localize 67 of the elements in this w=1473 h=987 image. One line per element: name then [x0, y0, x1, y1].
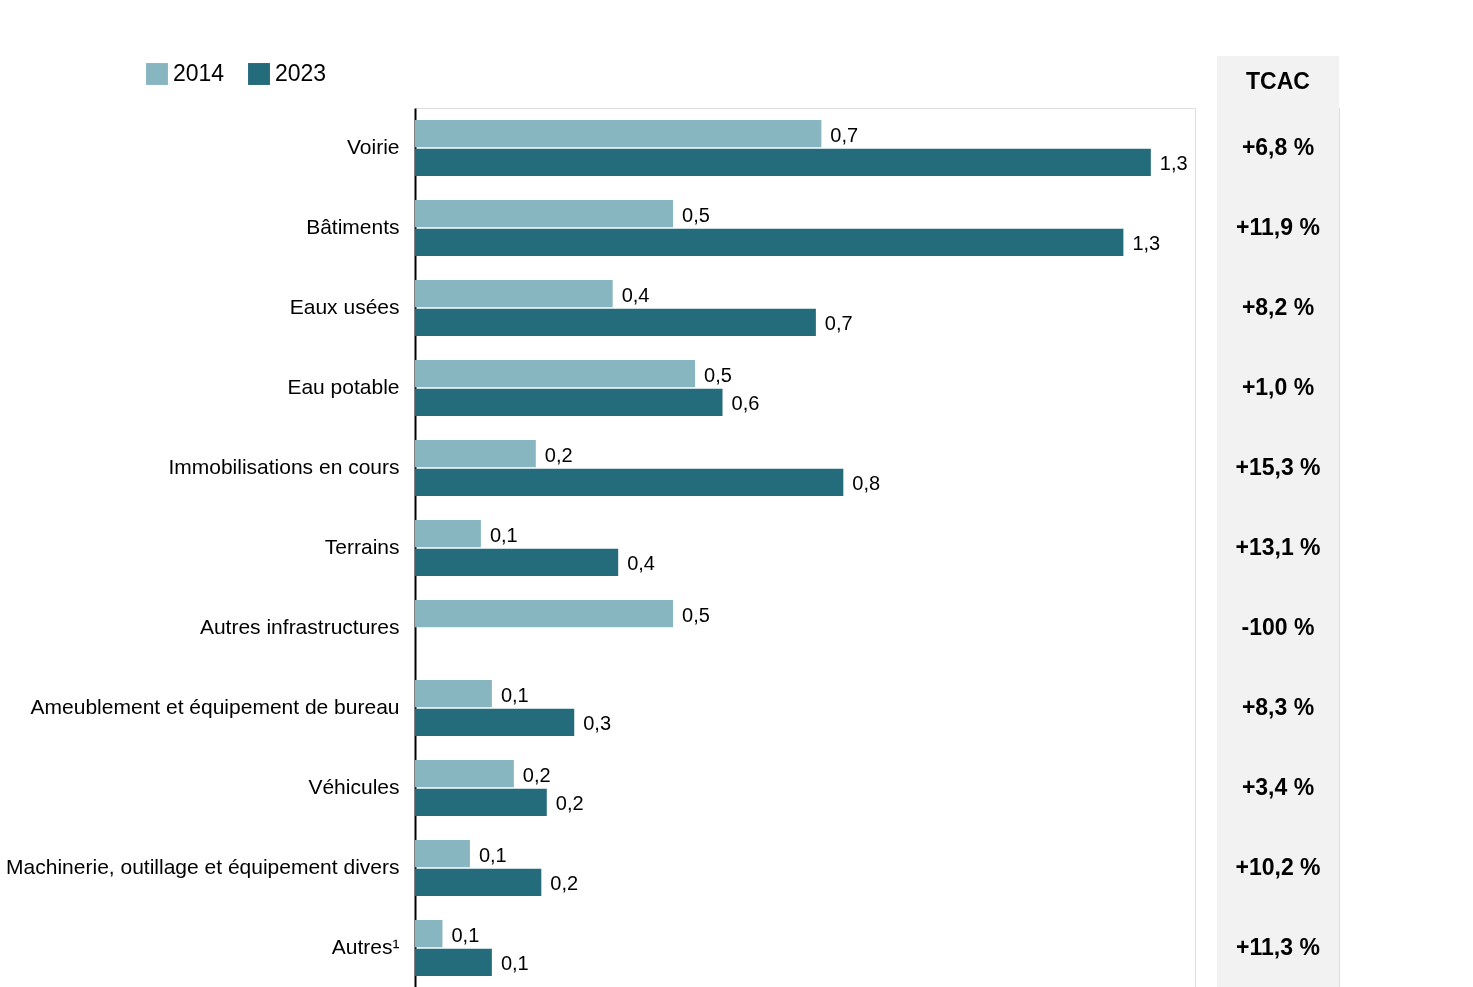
data-label: 0,2 [550, 872, 579, 895]
text: +10,2 % [1235, 854, 1321, 880]
bar [415, 520, 481, 548]
data-label: 0,1 [500, 683, 529, 706]
data-label: 0,3 [583, 712, 612, 735]
bar [415, 228, 1124, 256]
data-label: 0,5 [682, 603, 710, 626]
data-label: 0,6 [731, 392, 760, 415]
legend-label: 2014 [173, 60, 225, 86]
data-label: 0,2 [522, 763, 551, 786]
text: +1,0 % [1241, 374, 1315, 400]
data-label: 0,8 [852, 472, 881, 495]
text: +8,2 % [1241, 294, 1315, 320]
data-label: 0,4 [627, 552, 655, 575]
y-tick-label: Ameublement et équipement de bureau [30, 695, 400, 718]
bar [415, 868, 542, 896]
bar [415, 120, 822, 148]
y-tick-label: Eaux usées [289, 295, 400, 318]
text: TCAC [1246, 68, 1310, 94]
text: -100 % [1241, 614, 1315, 640]
y-tick-label: Eau potable [287, 375, 400, 398]
bar [415, 360, 696, 388]
data-label: 0,1 [489, 523, 518, 546]
text: +15,3 % [1235, 454, 1321, 480]
y-tick-label: Autres¹ [331, 935, 400, 958]
data-label: 0,1 [500, 952, 529, 975]
bar [415, 948, 492, 976]
bar [415, 840, 470, 868]
bar [415, 680, 492, 708]
text: +6,8 % [1241, 134, 1315, 160]
data-label: 1,3 [1159, 152, 1188, 175]
text: +8,3 % [1241, 694, 1315, 720]
data-label: 0,7 [824, 312, 853, 335]
bar [415, 308, 816, 336]
text: +11,3 % [1236, 934, 1320, 960]
bar [415, 760, 514, 788]
data-label: 0,7 [830, 123, 859, 146]
y-tick-label: Autres infrastructures [199, 615, 400, 638]
text: +3,4 % [1241, 774, 1315, 800]
data-label: 1,3 [1132, 232, 1161, 255]
bar [415, 200, 674, 228]
bar [415, 600, 674, 628]
y-tick-label: Voirie [346, 135, 400, 158]
bar [415, 440, 536, 468]
bar [415, 148, 1151, 176]
bar [415, 280, 613, 308]
bar [415, 708, 575, 736]
bar [415, 388, 723, 416]
y-tick-label: Terrains [324, 535, 400, 558]
y-tick-label: Immobilisations en cours [168, 455, 400, 478]
legend-label: 2023 [275, 60, 327, 86]
data-label: 0,5 [704, 363, 732, 386]
data-label: 0,4 [621, 283, 650, 306]
y-tick-label: Véhicules [308, 775, 400, 798]
bar [415, 548, 619, 576]
data-label: 0,5 [682, 203, 710, 226]
data-label: 0,2 [555, 792, 584, 815]
text: +13,1 % [1235, 534, 1321, 560]
data-label: 0,2 [544, 443, 573, 466]
bar [415, 788, 547, 816]
bar [415, 468, 844, 496]
bar [415, 920, 443, 948]
y-tick-label: Machinerie, outillage et équipement divers [6, 855, 400, 878]
data-label: 0,1 [451, 923, 480, 946]
data-label: 0,1 [478, 843, 507, 866]
y-tick-label: Bâtiments [306, 215, 400, 238]
text: +11,9 % [1236, 214, 1320, 240]
